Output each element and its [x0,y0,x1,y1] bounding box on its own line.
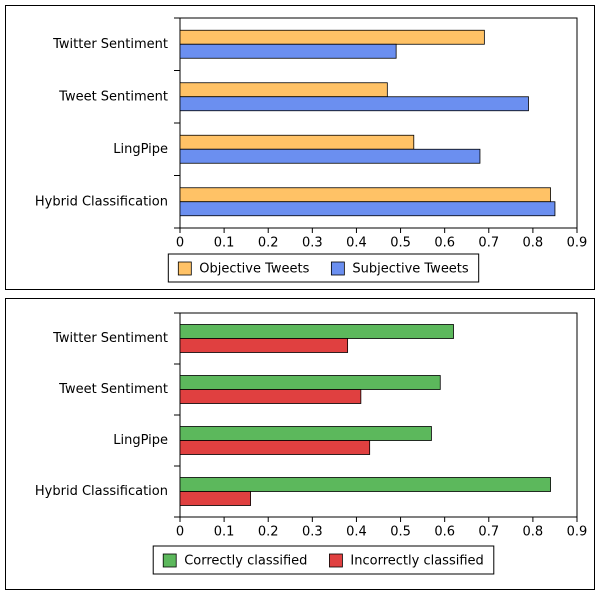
x-tick-label: 0.3 [302,525,323,540]
panel-border [5,5,595,290]
bar [179,389,362,404]
x-tick-label: 0.9 [567,525,588,540]
bar [179,187,551,203]
x-tick-label: 0.3 [302,236,323,251]
x-tick-label: 0.4 [346,525,367,540]
bar [179,96,529,112]
x-tick-label: 0.1 [214,236,235,251]
x-tick-label: 0.5 [390,236,411,251]
bar [179,201,556,217]
x-tick-label: 0.7 [478,236,499,251]
legend-label: Objective Tweets [199,262,309,277]
y-tick-label: Hybrid Classification [35,194,168,209]
legend-label: Subjective Tweets [352,262,469,277]
legend-box [152,545,495,575]
legend-box [167,253,480,283]
legend-label: Incorrectly classified [350,554,483,569]
x-tick-label: 0.2 [258,525,279,540]
bar [179,29,485,45]
y-tick-label: Hybrid Classification [35,484,168,499]
y-tick-label: Tweet Sentiment [58,382,168,397]
bar [179,477,551,492]
x-tick-label: 0.6 [434,525,455,540]
x-tick-label: 0.5 [390,525,411,540]
x-tick-label: 0.1 [214,525,235,540]
y-tick-label: Twitter Sentiment [52,331,168,346]
legend-swatch [177,261,192,276]
legend-swatch [330,261,345,276]
y-tick-label: Twitter Sentiment [52,37,168,52]
x-tick-label: 0.4 [346,236,367,251]
x-tick-label: 0 [176,525,184,540]
x-tick-label: 0.8 [523,525,544,540]
x-tick-label: 0.9 [567,236,588,251]
legend-swatch [162,553,177,568]
legend-label: Correctly classified [184,554,307,569]
bar [179,134,415,150]
x-tick-label: 0.8 [523,236,544,251]
panel-border [5,298,595,590]
y-tick-label: LingPipe [113,433,168,448]
legend-swatch [329,553,343,568]
bar [179,375,441,390]
bar [179,82,388,98]
x-tick-label: 0.2 [258,236,279,251]
x-tick-label: 0.7 [478,525,499,540]
x-tick-label: 0.6 [434,236,455,251]
y-tick-label: Tweet Sentiment [58,89,168,104]
bar [179,148,481,164]
bar [179,324,454,339]
y-tick-label: LingPipe [113,142,168,157]
bar [179,43,397,59]
bar [179,440,371,455]
bar [179,491,251,506]
bar [179,426,432,441]
x-tick-label: 0 [176,236,184,251]
bar [179,338,349,353]
